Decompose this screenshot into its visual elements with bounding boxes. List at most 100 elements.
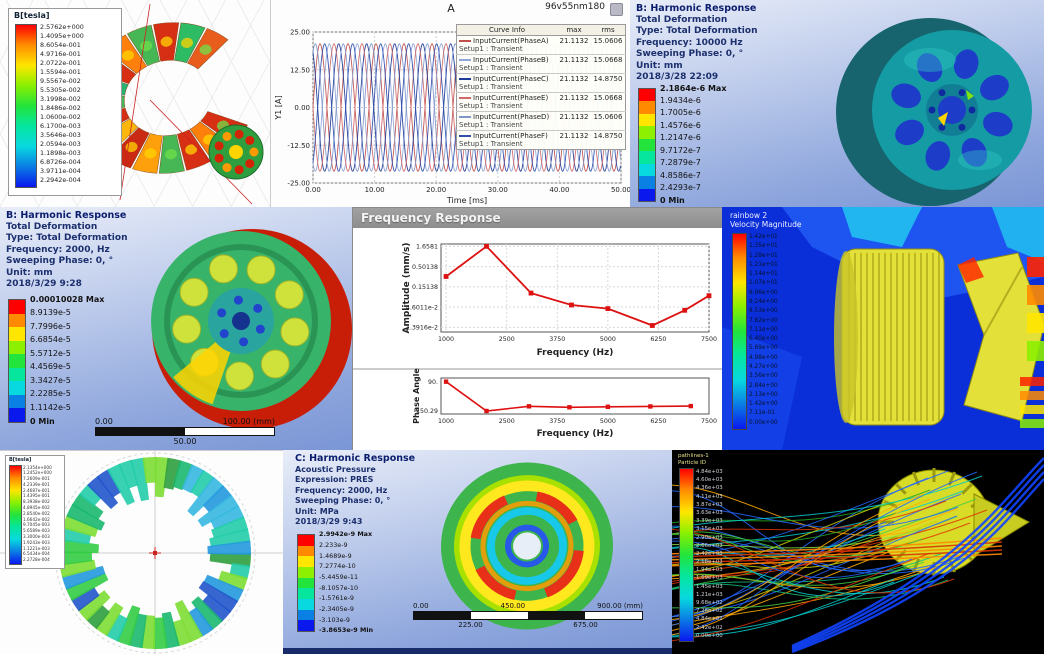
legend-values: 2.5762e+000 1.4095e+000 8.6054e-001 4.9716e… — [40, 23, 84, 185]
legend-value: 2.13e+00 — [749, 391, 778, 398]
scale-ruler: 0.00 100.00 (mm) 50.00 — [95, 417, 275, 446]
legend-value: 8.6054e-001 — [40, 41, 81, 49]
curve-table-row: InputCurrent(PhaseC) Setup1 : Transient 21… — [456, 73, 626, 93]
legend-value: 1.0600e-002 — [40, 113, 81, 121]
legend-title-line1: pathlines-1 — [678, 453, 709, 459]
legend-colorbar — [9, 465, 22, 565]
legend-title: pathlines-1 Particle ID — [678, 453, 709, 467]
ruler-min: 0.00 — [95, 417, 113, 426]
window-body: 1.6581 0.50138 0.15138 4.6011e-2 1.3916e-2 10… — [353, 228, 723, 451]
legend-value: 4.36e+03 — [696, 485, 723, 492]
colorbar-legend-flux-rotor: B[tesla] 2.1354e+000 1.2452e+000 7.2609e-0… — [5, 455, 65, 569]
ruler-mid: 50.00 — [173, 437, 197, 446]
cfd-contour-render — [722, 207, 1044, 450]
legend-values: 1.42e+01 1.35e+01 1.28e+01 1.21e+01 1.14e+01… — [749, 233, 778, 428]
curve-rms: 15.0606 — [590, 35, 626, 55]
curve-rms: 14.8750 — [590, 73, 626, 93]
frequency-response-charts: 1.65810.501380.151384.6011e-21.3916e-210… — [353, 243, 723, 439]
legend-value: 1.21e+03 — [696, 591, 723, 598]
legend-title-line2: Particle ID — [678, 460, 706, 466]
curve-table-header-cell: rms — [590, 24, 626, 36]
curve-table-row: InputCurrent(PhaseD) Setup1 : Transient 21… — [456, 111, 626, 131]
annotation-line: Sweeping Phase: 0, ° — [6, 256, 114, 266]
legend-value: 1.1221e-003 — [23, 545, 50, 551]
legend-value: 1.07e+01 — [749, 280, 778, 287]
svg-text:1.6581: 1.6581 — [416, 244, 438, 251]
svg-text:1000: 1000 — [438, 336, 454, 343]
legend-title: B[tesla] — [9, 457, 32, 463]
legend-value: 2.9942e-9 Max — [319, 530, 373, 539]
legend-value: 2.90e+03 — [696, 534, 723, 541]
legend-value: 2.2728e-004 — [23, 557, 50, 563]
svg-text:90.: 90. — [428, 379, 438, 386]
legend-value: 4.98e+00 — [749, 354, 778, 361]
annotation-line: 2018/3/28 22:09 — [636, 72, 719, 82]
ruler-max: 100.00 (mm) — [222, 417, 275, 426]
acoustic-disk-render — [441, 462, 613, 630]
legend-value: 2.8540e-002 — [23, 510, 50, 516]
ruler-sub1: 225.00 — [458, 621, 483, 629]
legend-value: 3.5646e-003 — [40, 131, 81, 139]
annotation-line: Unit: MPa — [295, 506, 339, 516]
annotation-line: Total Deformation — [636, 14, 728, 25]
svg-text:Time [ms]: Time [ms] — [446, 196, 487, 205]
legend-value: 7.2609e-001 — [23, 476, 50, 482]
legend-value: 3.87e+03 — [696, 501, 723, 508]
legend-value: 1.6642e-002 — [23, 516, 50, 522]
svg-text:12.50: 12.50 — [290, 66, 310, 74]
annotation-line: C: Harmonic Response — [295, 453, 416, 464]
legend-colorbar — [15, 24, 37, 188]
legend-value: 3.3427e-5 — [30, 375, 71, 385]
svg-text:-25.00: -25.00 — [287, 180, 310, 188]
legend-value: -8.1057e-10 — [319, 583, 359, 592]
svg-text:1.3916e-2: 1.3916e-2 — [406, 325, 438, 332]
legend-value: 1.8486e-002 — [40, 104, 81, 112]
annotation-line: Acoustic Pressure — [295, 464, 376, 474]
annotation-line: Expression: PRES — [295, 475, 374, 484]
legend-value: 8.53e+00 — [749, 308, 778, 315]
legend-value: 2.42e+03 — [696, 550, 723, 557]
annotation-line: Unit: mm — [6, 267, 53, 278]
legend-value: 7.11e-01 — [749, 410, 775, 417]
curve-swatch — [459, 97, 471, 99]
curve-table-row: InputCurrent(PhaseF) Setup1 : Transient 21… — [456, 130, 626, 150]
legend-value: 1.5594e-001 — [40, 68, 81, 76]
legend-colorbar — [732, 233, 747, 430]
legend-value: 7.11e+00 — [749, 326, 778, 333]
legend-value: 3.1998e-002 — [40, 95, 81, 103]
legend-value: 5.6589e-003 — [23, 528, 50, 534]
result-annotation: B: Harmonic Response Total Deformation Typ… — [636, 3, 757, 84]
svg-text:4.6011e-2: 4.6011e-2 — [406, 304, 438, 311]
annotation-line: Frequency: 2000, Hz — [6, 244, 110, 255]
legend-value: 1.28e+01 — [749, 252, 778, 259]
svg-text:10.00: 10.00 — [365, 186, 385, 194]
legend-value: 1.2147e-6 — [660, 133, 701, 143]
legend-value: 9.5567e-002 — [40, 77, 81, 85]
legend-value: 4.8586e-7 — [660, 170, 701, 180]
svg-text:5000: 5000 — [600, 336, 616, 343]
legend-value: 2.1354e+000 — [23, 464, 52, 470]
curve-setup: Setup1 : Transient — [459, 140, 523, 148]
legend-colorbar — [8, 299, 26, 423]
legend-value: 0.00e+00 — [749, 419, 778, 426]
curve-swatch — [459, 59, 471, 61]
legend-value: 7.2879e-7 — [660, 158, 701, 168]
legend-value: -2.3405e-9 — [319, 605, 354, 614]
curve-swatch — [459, 116, 471, 118]
legend-value: 2.2942e-004 — [40, 176, 81, 184]
legend-value: 0.00e+00 — [696, 632, 723, 639]
legend-value: 1.45e+03 — [696, 583, 723, 590]
svg-text:5000: 5000 — [600, 418, 616, 425]
legend-value: 6.1700e-003 — [40, 122, 81, 130]
legend-value: 1.4095e+000 — [40, 32, 84, 40]
window-titlebar[interactable]: Frequency Response — [353, 208, 723, 228]
curve-setup: Setup1 : Transient — [459, 102, 523, 110]
legend-value: 9.24e+00 — [749, 298, 778, 305]
streamlines-render — [672, 457, 1044, 654]
legend-value: -3.8653e-9 Min — [319, 626, 374, 635]
legend-value: -5.4459e-11 — [319, 573, 359, 582]
curve-setup: Setup1 : Transient — [459, 45, 523, 53]
annotation-line: 2018/3/29 9:43 — [295, 517, 363, 526]
curve-max: 21.1132 — [557, 54, 591, 74]
